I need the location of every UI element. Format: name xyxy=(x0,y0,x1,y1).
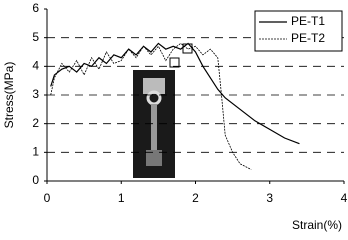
y-tick-label: 0 xyxy=(32,173,39,187)
y-tick-label: 3 xyxy=(32,87,39,101)
y-tick-label: 5 xyxy=(32,30,39,44)
marker-square xyxy=(170,58,179,67)
legend-label: PE-T2 xyxy=(291,31,325,45)
x-tick-label: 4 xyxy=(341,191,348,205)
photo-specimen xyxy=(151,104,157,154)
x-axis-label: Strain(%) xyxy=(292,218,342,232)
y-tick-label: 2 xyxy=(32,116,39,130)
page: Stress(MPa) Strain(%) 0 1 2 3 4 5 6 0 1 2 3 4 PE-T1 P… xyxy=(0,0,348,240)
x-tick-label: 0 xyxy=(44,191,51,205)
specimen-photo xyxy=(133,70,175,178)
y-axis-label: Stress(MPa) xyxy=(2,62,16,129)
y-tick-label: 1 xyxy=(32,145,39,159)
x-tick-label: 1 xyxy=(118,191,125,205)
x-tick-label: 3 xyxy=(266,191,273,205)
legend-label: PE-T1 xyxy=(291,14,325,28)
x-tick-label: 2 xyxy=(192,191,199,205)
chart: Stress(MPa) Strain(%) 0 1 2 3 4 5 6 0 1 2 3 4 PE-T1 P… xyxy=(0,0,348,240)
y-tick-label: 4 xyxy=(32,59,39,73)
y-tick-label: 6 xyxy=(32,1,39,15)
